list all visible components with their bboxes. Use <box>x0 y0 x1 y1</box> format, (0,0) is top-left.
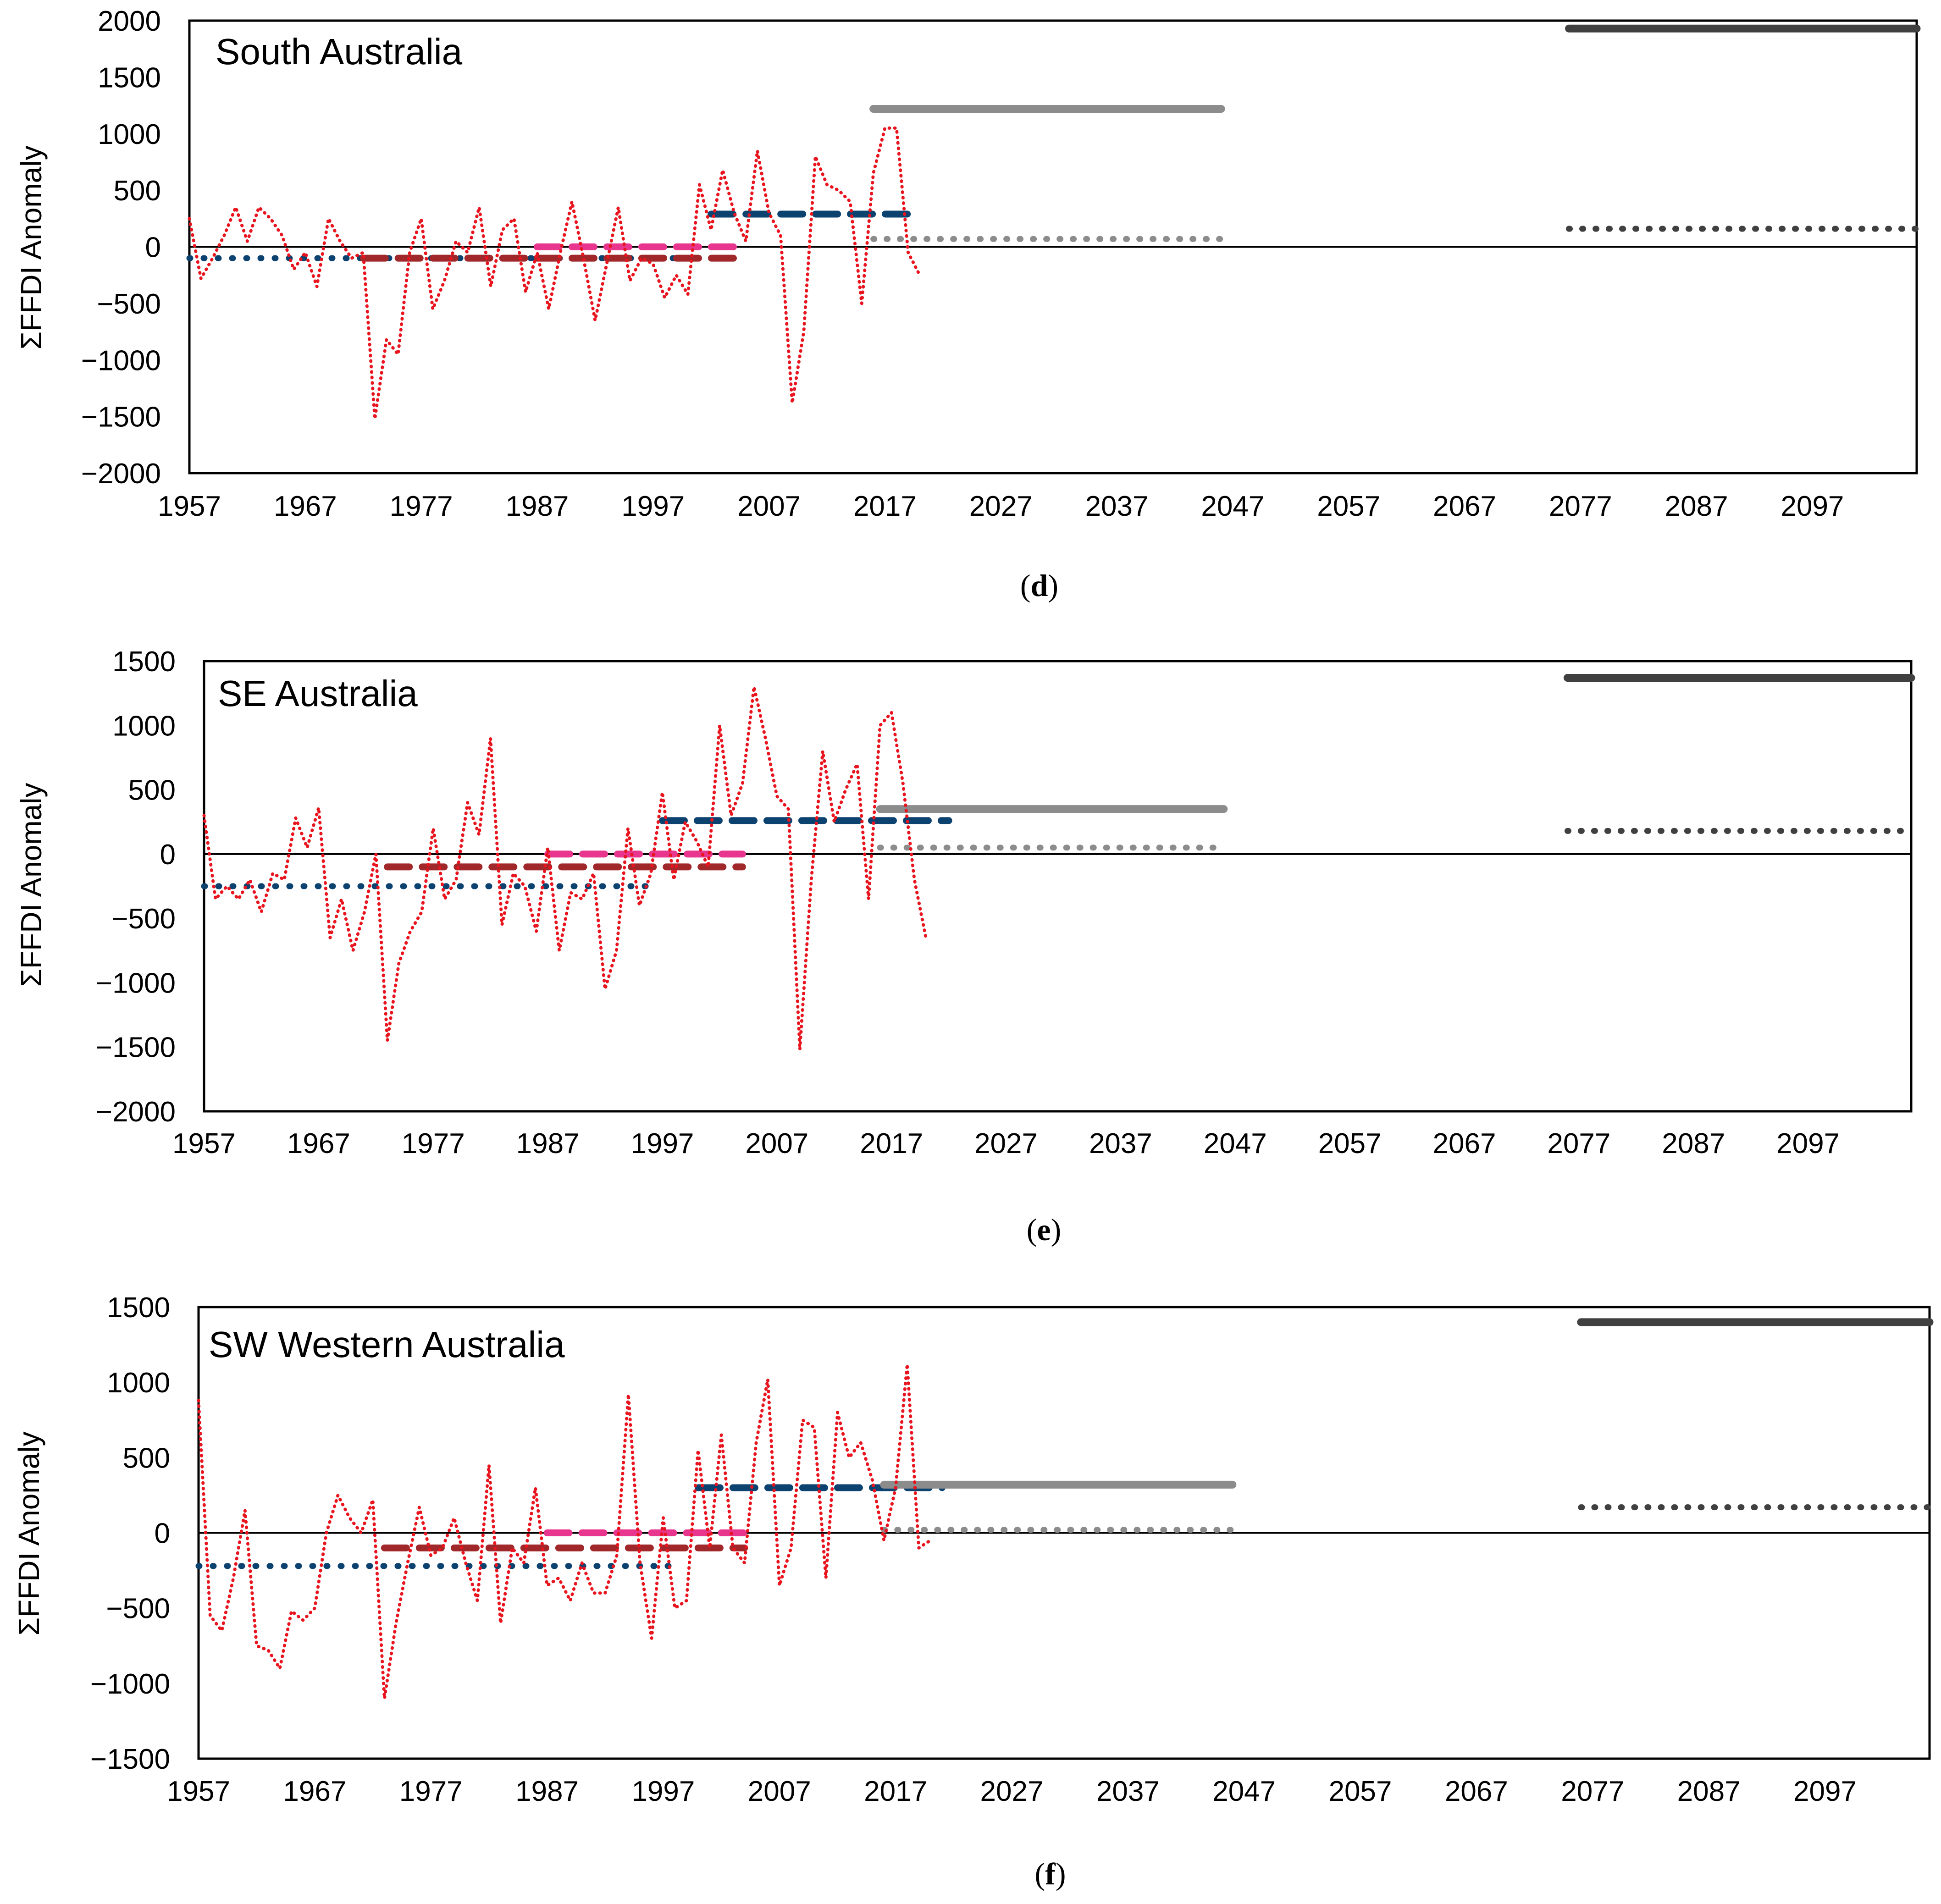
x-tick-label: 2057 <box>1317 491 1380 522</box>
y-tick-label: −2000 <box>81 458 161 490</box>
x-tick-label: 1967 <box>274 491 337 522</box>
x-tick-label: 2067 <box>1433 1128 1496 1159</box>
x-tick-label: 2087 <box>1665 491 1728 522</box>
x-tick-label: 1967 <box>283 1776 346 1807</box>
x-tick-label: 1977 <box>399 1776 463 1807</box>
y-tick-label: 500 <box>123 1442 170 1474</box>
x-tick-label: 1957 <box>172 1128 236 1159</box>
x-tick-label: 1967 <box>287 1128 350 1159</box>
y-tick-label: −500 <box>111 903 176 935</box>
y-tick-label: −1000 <box>96 967 176 999</box>
y-tick-label: 2000 <box>98 6 161 37</box>
x-tick-label: 2047 <box>1204 1128 1267 1159</box>
y-tick-label: −1500 <box>90 1744 170 1775</box>
x-tick-label: 2037 <box>1089 1128 1152 1159</box>
y-tick-label: 500 <box>114 175 161 207</box>
x-tick-label: 1987 <box>515 1776 579 1807</box>
panel-letter: (d) <box>1020 568 1058 603</box>
y-tick-label: 1500 <box>112 646 176 678</box>
x-tick-label: 2077 <box>1549 491 1612 522</box>
x-tick-label: 2097 <box>1793 1776 1857 1807</box>
y-tick-label: 1500 <box>98 62 161 94</box>
x-tick-label: 1957 <box>158 491 221 522</box>
y-tick-label: 0 <box>160 839 176 871</box>
x-tick-label: 2037 <box>1096 1776 1160 1807</box>
x-tick-label: 2077 <box>1561 1776 1624 1807</box>
series-annual <box>202 685 928 1051</box>
y-tick-label: −2000 <box>96 1096 176 1128</box>
x-tick-label: 2027 <box>969 491 1033 522</box>
x-tick-label: 1997 <box>631 1776 695 1807</box>
y-axis-label: ΣFFDI Anomaly <box>15 783 48 987</box>
x-tick-label: 2047 <box>1212 1776 1276 1807</box>
x-tick-label: 2097 <box>1781 491 1844 522</box>
y-tick-label: −500 <box>106 1593 170 1625</box>
x-tick-label: 2067 <box>1433 491 1496 522</box>
y-tick-label: 1000 <box>112 710 176 742</box>
y-tick-label: 0 <box>145 232 161 264</box>
panel-letter: (f) <box>1035 1856 1066 1891</box>
x-tick-label: 2087 <box>1662 1128 1725 1159</box>
y-tick-label: 500 <box>128 775 176 806</box>
x-tick-label: 1987 <box>505 491 569 522</box>
x-tick-label: 2017 <box>860 1128 923 1159</box>
x-tick-label: 2047 <box>1201 491 1264 522</box>
x-tick-label: 1997 <box>621 491 685 522</box>
y-tick-label: 0 <box>155 1518 170 1550</box>
x-tick-label: 2077 <box>1547 1128 1610 1159</box>
x-tick-label: 2057 <box>1318 1128 1382 1159</box>
x-tick-label: 1997 <box>630 1128 694 1159</box>
x-tick-label: 2097 <box>1776 1128 1840 1159</box>
y-tick-label: −1000 <box>81 345 161 376</box>
y-tick-label: 1000 <box>107 1367 170 1399</box>
x-tick-label: 2087 <box>1677 1776 1741 1807</box>
x-tick-label: 2037 <box>1085 491 1149 522</box>
chart-title: South Australia <box>216 31 463 72</box>
y-tick-label: −500 <box>97 288 161 320</box>
x-tick-label: 1977 <box>390 491 453 522</box>
x-tick-label: 1977 <box>402 1128 465 1159</box>
x-tick-label: 2027 <box>980 1776 1044 1807</box>
x-tick-label: 2027 <box>974 1128 1038 1159</box>
y-axis-label: ΣFFDI Anomaly <box>15 146 48 350</box>
x-tick-label: 2007 <box>745 1128 808 1159</box>
series-annual <box>197 1363 932 1700</box>
x-tick-label: 2017 <box>864 1776 927 1807</box>
chart-title: SE Australia <box>218 673 418 714</box>
x-tick-label: 2007 <box>737 491 801 522</box>
panel-letter: (e) <box>1027 1212 1062 1247</box>
x-tick-label: 1957 <box>167 1776 230 1807</box>
series-annual <box>188 126 922 421</box>
y-tick-label: 1500 <box>107 1292 170 1324</box>
x-tick-label: 2017 <box>853 491 917 522</box>
x-tick-label: 2007 <box>748 1776 811 1807</box>
y-tick-label: −1500 <box>96 1032 176 1064</box>
y-tick-label: −1000 <box>90 1668 170 1700</box>
y-tick-label: −1500 <box>81 402 161 433</box>
y-axis-label: ΣFFDI Anomaly <box>12 1432 45 1636</box>
x-tick-label: 1987 <box>516 1128 580 1159</box>
x-tick-label: 2067 <box>1445 1776 1508 1807</box>
y-tick-label: 1000 <box>98 119 161 150</box>
x-tick-label: 2057 <box>1329 1776 1392 1807</box>
chart-title: SW Western Australia <box>209 1324 565 1365</box>
